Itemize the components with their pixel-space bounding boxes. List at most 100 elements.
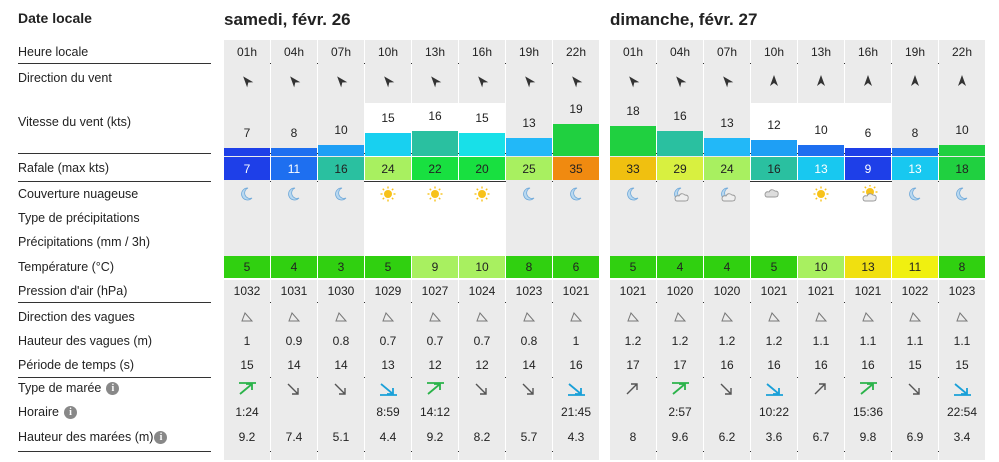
wind-dir-cell <box>798 72 844 90</box>
info-icon[interactable]: i <box>106 381 120 395</box>
gust-cell: 13 <box>798 157 844 180</box>
moon-icon <box>523 187 535 201</box>
period-cell: 12 <box>475 358 489 372</box>
tide-falling-icon <box>522 383 534 395</box>
wind-dir-cell <box>657 72 703 90</box>
wave-direction-icon <box>382 312 395 322</box>
moon-icon <box>909 187 921 201</box>
hour-background <box>459 40 505 63</box>
type-maree-text: Type de marée <box>18 381 102 395</box>
wind-dir-cell <box>412 72 458 90</box>
tide-type-cell <box>553 380 599 398</box>
wave-height-cell: 0.7 <box>426 334 444 348</box>
wind-speed-bar <box>657 130 703 156</box>
wave-direction-icon <box>674 312 687 322</box>
tide-type-cell <box>610 380 656 398</box>
period-cell: 14 <box>522 358 536 372</box>
temperature-cell: 4 <box>704 256 750 278</box>
wind-speed-value: 6 <box>864 126 872 140</box>
temperature-cell: 5 <box>610 256 656 278</box>
wind-dir-cell <box>892 72 938 90</box>
column-background <box>939 280 985 460</box>
wave-height-cell: 1.1 <box>906 334 924 348</box>
tide-time-cell: 2:57 <box>668 405 692 419</box>
temperature-cell: 3 <box>318 256 364 278</box>
temperature-cell: 10 <box>459 256 505 278</box>
wind-direction-icon <box>770 75 778 86</box>
wave-direction-icon <box>909 312 922 322</box>
tide-low-icon <box>380 383 397 396</box>
wave-dir-cell <box>365 308 411 326</box>
cloud-cell <box>657 184 703 204</box>
cloud-cell <box>939 184 985 204</box>
tide-time-cell <box>506 403 552 421</box>
hour-cell: 13h <box>424 45 446 59</box>
temperature-cell: 8 <box>506 256 552 278</box>
wind-speed-value: 13 <box>720 115 734 130</box>
tide-high-icon <box>239 382 256 395</box>
wave-dir-cell <box>506 308 552 326</box>
wind-speed-bar <box>892 148 938 156</box>
wave-dir-cell <box>704 308 750 326</box>
label-rafale: Rafale (max kts) <box>18 161 109 175</box>
wave-dir-cell <box>224 308 270 326</box>
sun-icon <box>474 186 490 202</box>
cloud-cell <box>845 184 891 204</box>
label-couverture: Couverture nuageuse <box>18 187 139 201</box>
hour-background <box>845 40 891 63</box>
pressure-cell: 1029 <box>374 284 402 298</box>
wind-direction-icon <box>243 76 254 88</box>
pressure-cell: 1024 <box>468 284 496 298</box>
tide-low-icon <box>954 383 971 396</box>
tide-type-cell <box>412 380 458 398</box>
day-separator <box>224 181 599 182</box>
wind-speed-value: 19 <box>569 101 583 116</box>
wave-direction-icon <box>956 312 969 322</box>
wave-direction-icon <box>721 312 734 322</box>
wind-dir-cell <box>271 72 317 90</box>
wave-direction-icon <box>288 312 301 322</box>
wind-speed-value: 13 <box>522 115 536 130</box>
label-heure-locale: Heure locale <box>18 45 89 59</box>
hour-cell: 10h <box>763 45 785 59</box>
cloud-cell <box>224 184 270 204</box>
pressure-cell: 1032 <box>233 284 261 298</box>
tide-time-cell: 21:45 <box>560 405 592 419</box>
label-periode: Période de temps (s) <box>18 358 135 372</box>
wind-dir-cell <box>506 72 552 90</box>
gust-cell: 9 <box>845 157 891 180</box>
label-pression: Pression d'air (hPa) <box>18 284 128 298</box>
cloud-cell <box>459 184 505 204</box>
tide-high-icon <box>427 382 444 395</box>
wind-direction-icon <box>676 76 687 88</box>
wind-direction-icon <box>431 76 442 88</box>
info-icon[interactable]: i <box>64 405 77 419</box>
tide-rising-icon <box>626 383 638 395</box>
period-cell: 15 <box>908 358 922 372</box>
tide-height-cell: 4.4 <box>379 430 397 444</box>
wave-direction-icon <box>241 312 254 322</box>
temperature-cell: 8 <box>939 256 985 278</box>
sun-cloud-icon <box>862 185 878 202</box>
tide-falling-icon <box>287 383 299 395</box>
tide-time-cell <box>459 403 505 421</box>
gust-cell: 11 <box>271 157 317 180</box>
column-background <box>271 280 317 460</box>
pressure-cell: 1023 <box>948 284 976 298</box>
hour-cell: 16h <box>857 45 879 59</box>
pressure-cell: 1030 <box>327 284 355 298</box>
wind-direction-icon <box>864 75 872 86</box>
wind-speed-value: 8 <box>290 126 298 140</box>
period-cell: 16 <box>767 358 781 372</box>
day-separator <box>610 377 985 378</box>
wave-height-cell: 1 <box>572 334 580 348</box>
gust-cell: 24 <box>704 157 750 180</box>
wind-dir-cell <box>751 72 797 90</box>
wind-speed-bar <box>798 144 844 156</box>
date-locale-label: Date locale <box>18 10 92 26</box>
column-background <box>365 280 411 460</box>
hour-cell: 19h <box>904 45 926 59</box>
cloud-cell <box>751 184 797 204</box>
tide-falling-icon <box>475 383 487 395</box>
info-icon[interactable]: i <box>154 430 168 444</box>
